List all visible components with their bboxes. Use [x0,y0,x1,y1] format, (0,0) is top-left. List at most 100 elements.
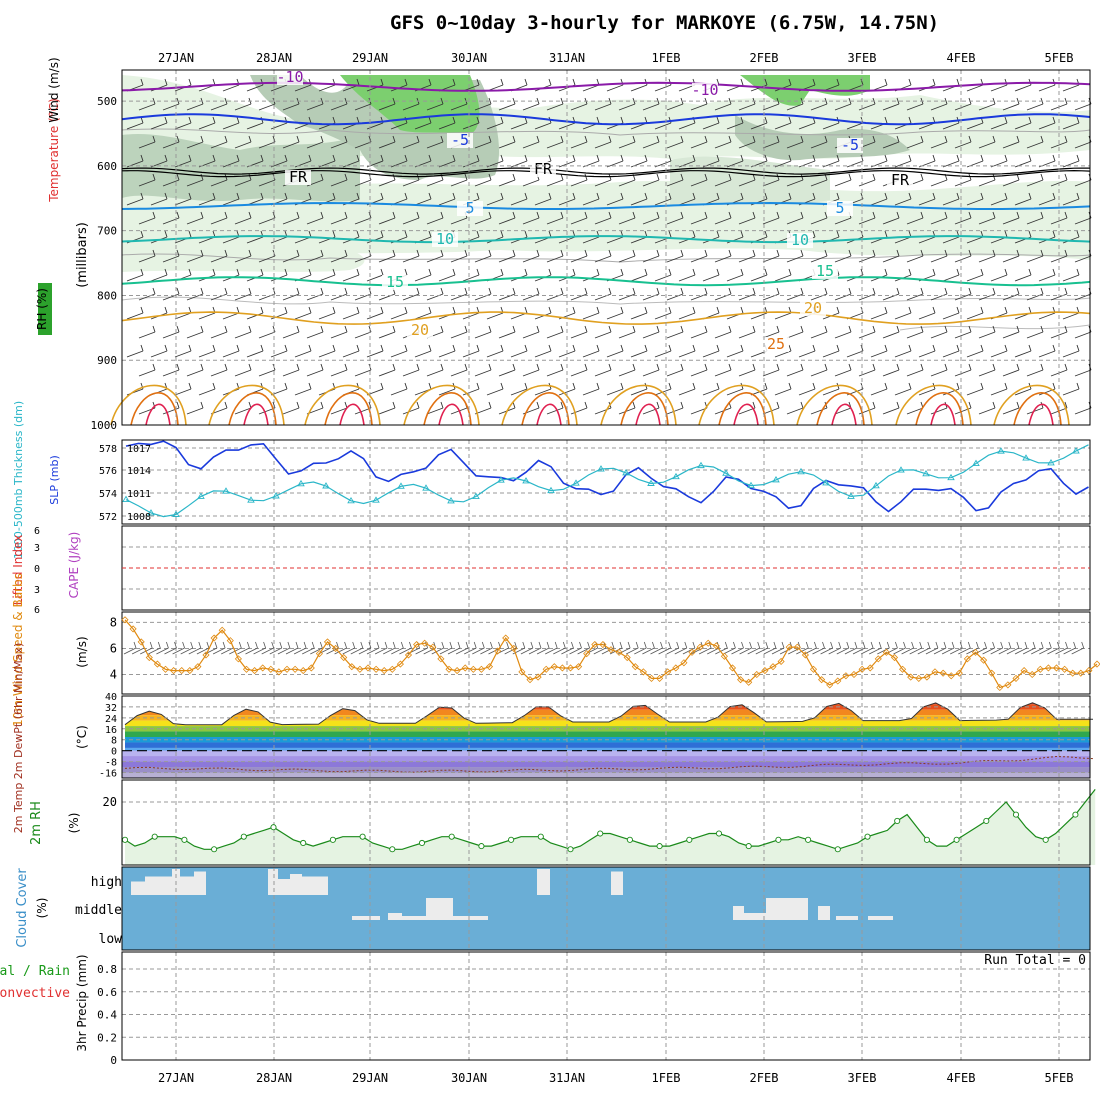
wind-barb [512,173,516,181]
contour-label-bg [382,275,408,290]
wind-barb [560,249,564,257]
wind-barb [654,350,672,358]
wind-barb [644,344,648,352]
wind10m-barb [982,647,995,655]
wind-barb [1062,274,1080,282]
wind-barb [488,363,492,371]
thickness-marker [947,473,955,481]
isotherm-20-cell [403,384,480,426]
wind-barb [1038,84,1056,92]
wind-barb [584,249,588,257]
wind-barb [726,160,744,168]
wind-barb [848,173,852,181]
wind-barb [1002,293,1020,301]
thickness-marker [372,496,380,503]
wind10m-marker [1069,669,1077,677]
wind-barb [306,141,324,149]
slp-ytick: 1008 [127,512,151,523]
wind-barb [524,192,528,200]
wind-barb [978,141,996,149]
wind10m-barb [927,641,931,649]
wind-barb [320,325,324,333]
isotherm-20 [121,311,1091,325]
wind-barb [1040,249,1044,257]
wind10m-marker [874,655,882,663]
wind-barb [762,141,780,149]
wind10m-barb [480,647,493,655]
wind-barb [536,325,540,333]
wind-barb [294,312,312,320]
wind-barb [942,160,960,168]
wind10m-barb [561,647,574,655]
wind10m-marker [477,665,485,673]
wind-barb [668,154,672,162]
wind-barb [438,388,456,396]
wind-barb [966,84,984,92]
wind-barb [522,369,540,377]
wind-barb [186,369,204,377]
wind-barb [1028,306,1032,314]
wind10m-marker [801,651,809,659]
rh2m-marker [834,846,841,853]
cloud-high-block [290,874,302,895]
wind10m-marker [899,665,907,673]
wind-barb [824,211,828,219]
wind-barb [500,344,504,352]
wind-barb [548,78,552,86]
slp-ytick: 1011 [127,489,151,500]
wind-barb [188,344,192,352]
wind-barb [1026,103,1044,111]
wind10m-barb [943,641,947,649]
wind-barb [164,344,168,352]
wind-barb [354,217,372,225]
wind10m-marker [672,664,680,672]
wind10m-marker [194,663,202,671]
wind-barb [1016,135,1020,143]
wind-barb [282,141,300,149]
rh2m-unit: (%) [67,813,81,834]
wind10m-marker [745,678,753,686]
wind10m-marker [623,653,631,662]
wind-barb [1038,122,1056,130]
wind-barb [954,293,972,301]
wind-barb [630,236,648,244]
wind-barb [426,293,444,301]
wind-barb [860,268,864,276]
wind-barb [896,363,900,371]
wind-barb [378,103,396,111]
wind-barb [486,350,504,358]
wind-barb [918,388,936,396]
wind10m-barb [773,641,777,649]
wind-barb [356,116,360,124]
wind-barb [966,388,984,396]
wind-barb [224,325,228,333]
wind-barb [476,230,480,238]
wind-barb [426,141,444,149]
wind-barb [834,217,852,225]
wind-barb [656,173,660,181]
wind-barb [474,103,492,111]
wind-barb [330,141,348,149]
wind-barb [584,211,588,219]
wind-barb [834,179,852,187]
wind-barb [512,401,516,409]
date-label-bottom: 29JAN [352,1071,388,1085]
wind-barb [1074,369,1092,377]
wind10m-marker [923,673,931,681]
wind-barb [188,78,192,86]
rh2m-marker [418,839,426,847]
wind-barb [738,141,756,149]
wind-barb [188,230,192,238]
wind-barb [1004,344,1008,352]
wind10m-barb [919,641,923,649]
wind10m-barb [901,647,914,655]
wind-barb [354,141,372,149]
wind10m-barb [571,641,574,649]
wind10m-barb [1065,641,1068,649]
wind-barb [534,350,552,358]
wind10m-marker [218,626,226,634]
wind-barb [786,255,804,263]
wind-barb [354,293,372,301]
wind10m-barb [854,641,858,649]
wind-barb [800,135,804,143]
